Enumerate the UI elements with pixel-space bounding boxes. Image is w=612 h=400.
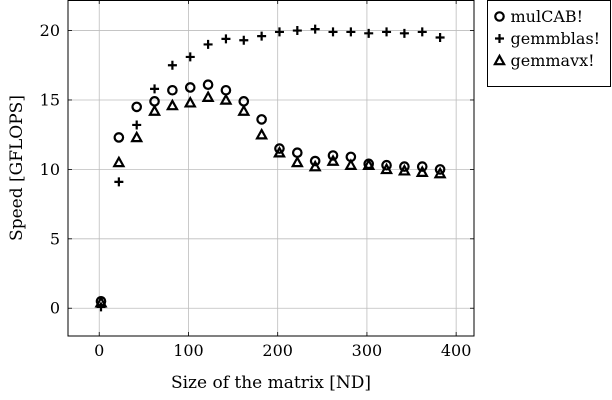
data-point-plus	[435, 32, 445, 42]
data-point-triangle	[201, 90, 215, 102]
data-point-triangle	[308, 159, 322, 172]
data-point-triangle	[273, 145, 286, 158]
data-point-plus	[417, 27, 427, 37]
data-point-circle	[399, 161, 410, 172]
data-point-plus	[167, 60, 177, 70]
legend-marker-circle	[494, 11, 505, 22]
data-point-triangle	[397, 163, 411, 176]
legend-marker-triangle	[493, 53, 506, 66]
data-point-triangle	[237, 104, 251, 116]
data-point-triangle	[130, 130, 144, 143]
data-point-triangle	[362, 158, 376, 171]
data-point-triangle	[165, 98, 179, 111]
data-point-plus	[132, 120, 142, 130]
legend-label: mulCAB!	[511, 7, 584, 26]
y-tick-label: 0	[50, 299, 60, 318]
data-point-circle	[434, 164, 446, 175]
data-point-circle	[167, 84, 178, 96]
data-point-plus	[399, 28, 409, 38]
data-point-plus	[382, 27, 392, 37]
data-point-plus	[150, 84, 160, 94]
data-point-plus	[203, 39, 213, 49]
axis-ticks: 0 100 200 300 400 0 5 10 15 20	[40, 0, 474, 360]
data-point-triangle	[380, 162, 394, 175]
data-point-triangle	[326, 154, 340, 166]
y-tick-label: 20	[40, 21, 60, 40]
legend-label: gemmblas!	[511, 29, 601, 48]
data-point-plus	[185, 52, 195, 62]
series-triangle	[94, 90, 447, 308]
grid	[68, 0, 474, 336]
data-point-plus	[292, 26, 302, 36]
data-point-plus	[221, 34, 231, 44]
data-point-triangle	[148, 104, 162, 116]
data-point-plus	[239, 35, 249, 45]
data-point-circle	[256, 114, 267, 125]
data-point-circle	[113, 132, 125, 143]
data-point-plus	[274, 27, 284, 37]
y-tick-label: 15	[40, 90, 60, 109]
x-tick-label: 100	[173, 341, 204, 360]
data-point-triangle	[219, 93, 233, 105]
data-point-circle	[327, 150, 339, 161]
data-point-circle	[184, 82, 196, 93]
x-tick-label: 400	[441, 341, 472, 360]
legend-marker-plus	[495, 34, 504, 43]
x-tick-label: 0	[94, 341, 104, 360]
data-point-triangle	[415, 165, 429, 177]
data-point-triangle	[433, 166, 447, 179]
series-plus	[96, 24, 445, 312]
data-point-circle	[131, 101, 143, 113]
x-tick-label: 300	[352, 341, 383, 360]
data-point-plus	[257, 31, 267, 41]
data-point-plus	[328, 27, 338, 37]
legend: mulCAB! gemmblas! gemmavx!	[487, 0, 611, 87]
data-point-circle	[202, 79, 214, 90]
legend-label: gemmavx!	[511, 51, 595, 70]
data-point-triangle	[255, 127, 269, 140]
data-point-circle	[416, 161, 428, 172]
data-point-triangle	[290, 155, 304, 168]
y-tick-label: 10	[40, 160, 60, 179]
legend-item: gemmavx!	[493, 51, 595, 70]
legend-frame	[487, 0, 611, 87]
data-point-plus	[310, 24, 320, 34]
legend-item: mulCAB!	[494, 7, 584, 26]
data-point-triangle	[183, 95, 197, 108]
x-axis-title: Size of the matrix [ND]	[171, 373, 371, 393]
data-point-triangle	[112, 155, 126, 168]
data-point-plus	[364, 28, 374, 38]
data-point-triangle	[94, 295, 108, 308]
data-point-plus	[114, 177, 124, 187]
data-point-plus	[346, 27, 356, 37]
plot-area-frame	[67, 0, 475, 337]
legend-item: gemmblas!	[495, 29, 600, 48]
series-circle	[95, 79, 446, 307]
data-point-circle	[274, 143, 285, 154]
data-point-triangle	[344, 158, 358, 171]
data-point-circle	[381, 159, 392, 171]
data-markers	[94, 24, 447, 312]
data-point-circle	[309, 155, 321, 167]
y-tick-label: 5	[50, 229, 60, 248]
x-tick-label: 200	[262, 341, 293, 360]
y-axis-title: Speed [GFLOPS]	[7, 95, 27, 241]
